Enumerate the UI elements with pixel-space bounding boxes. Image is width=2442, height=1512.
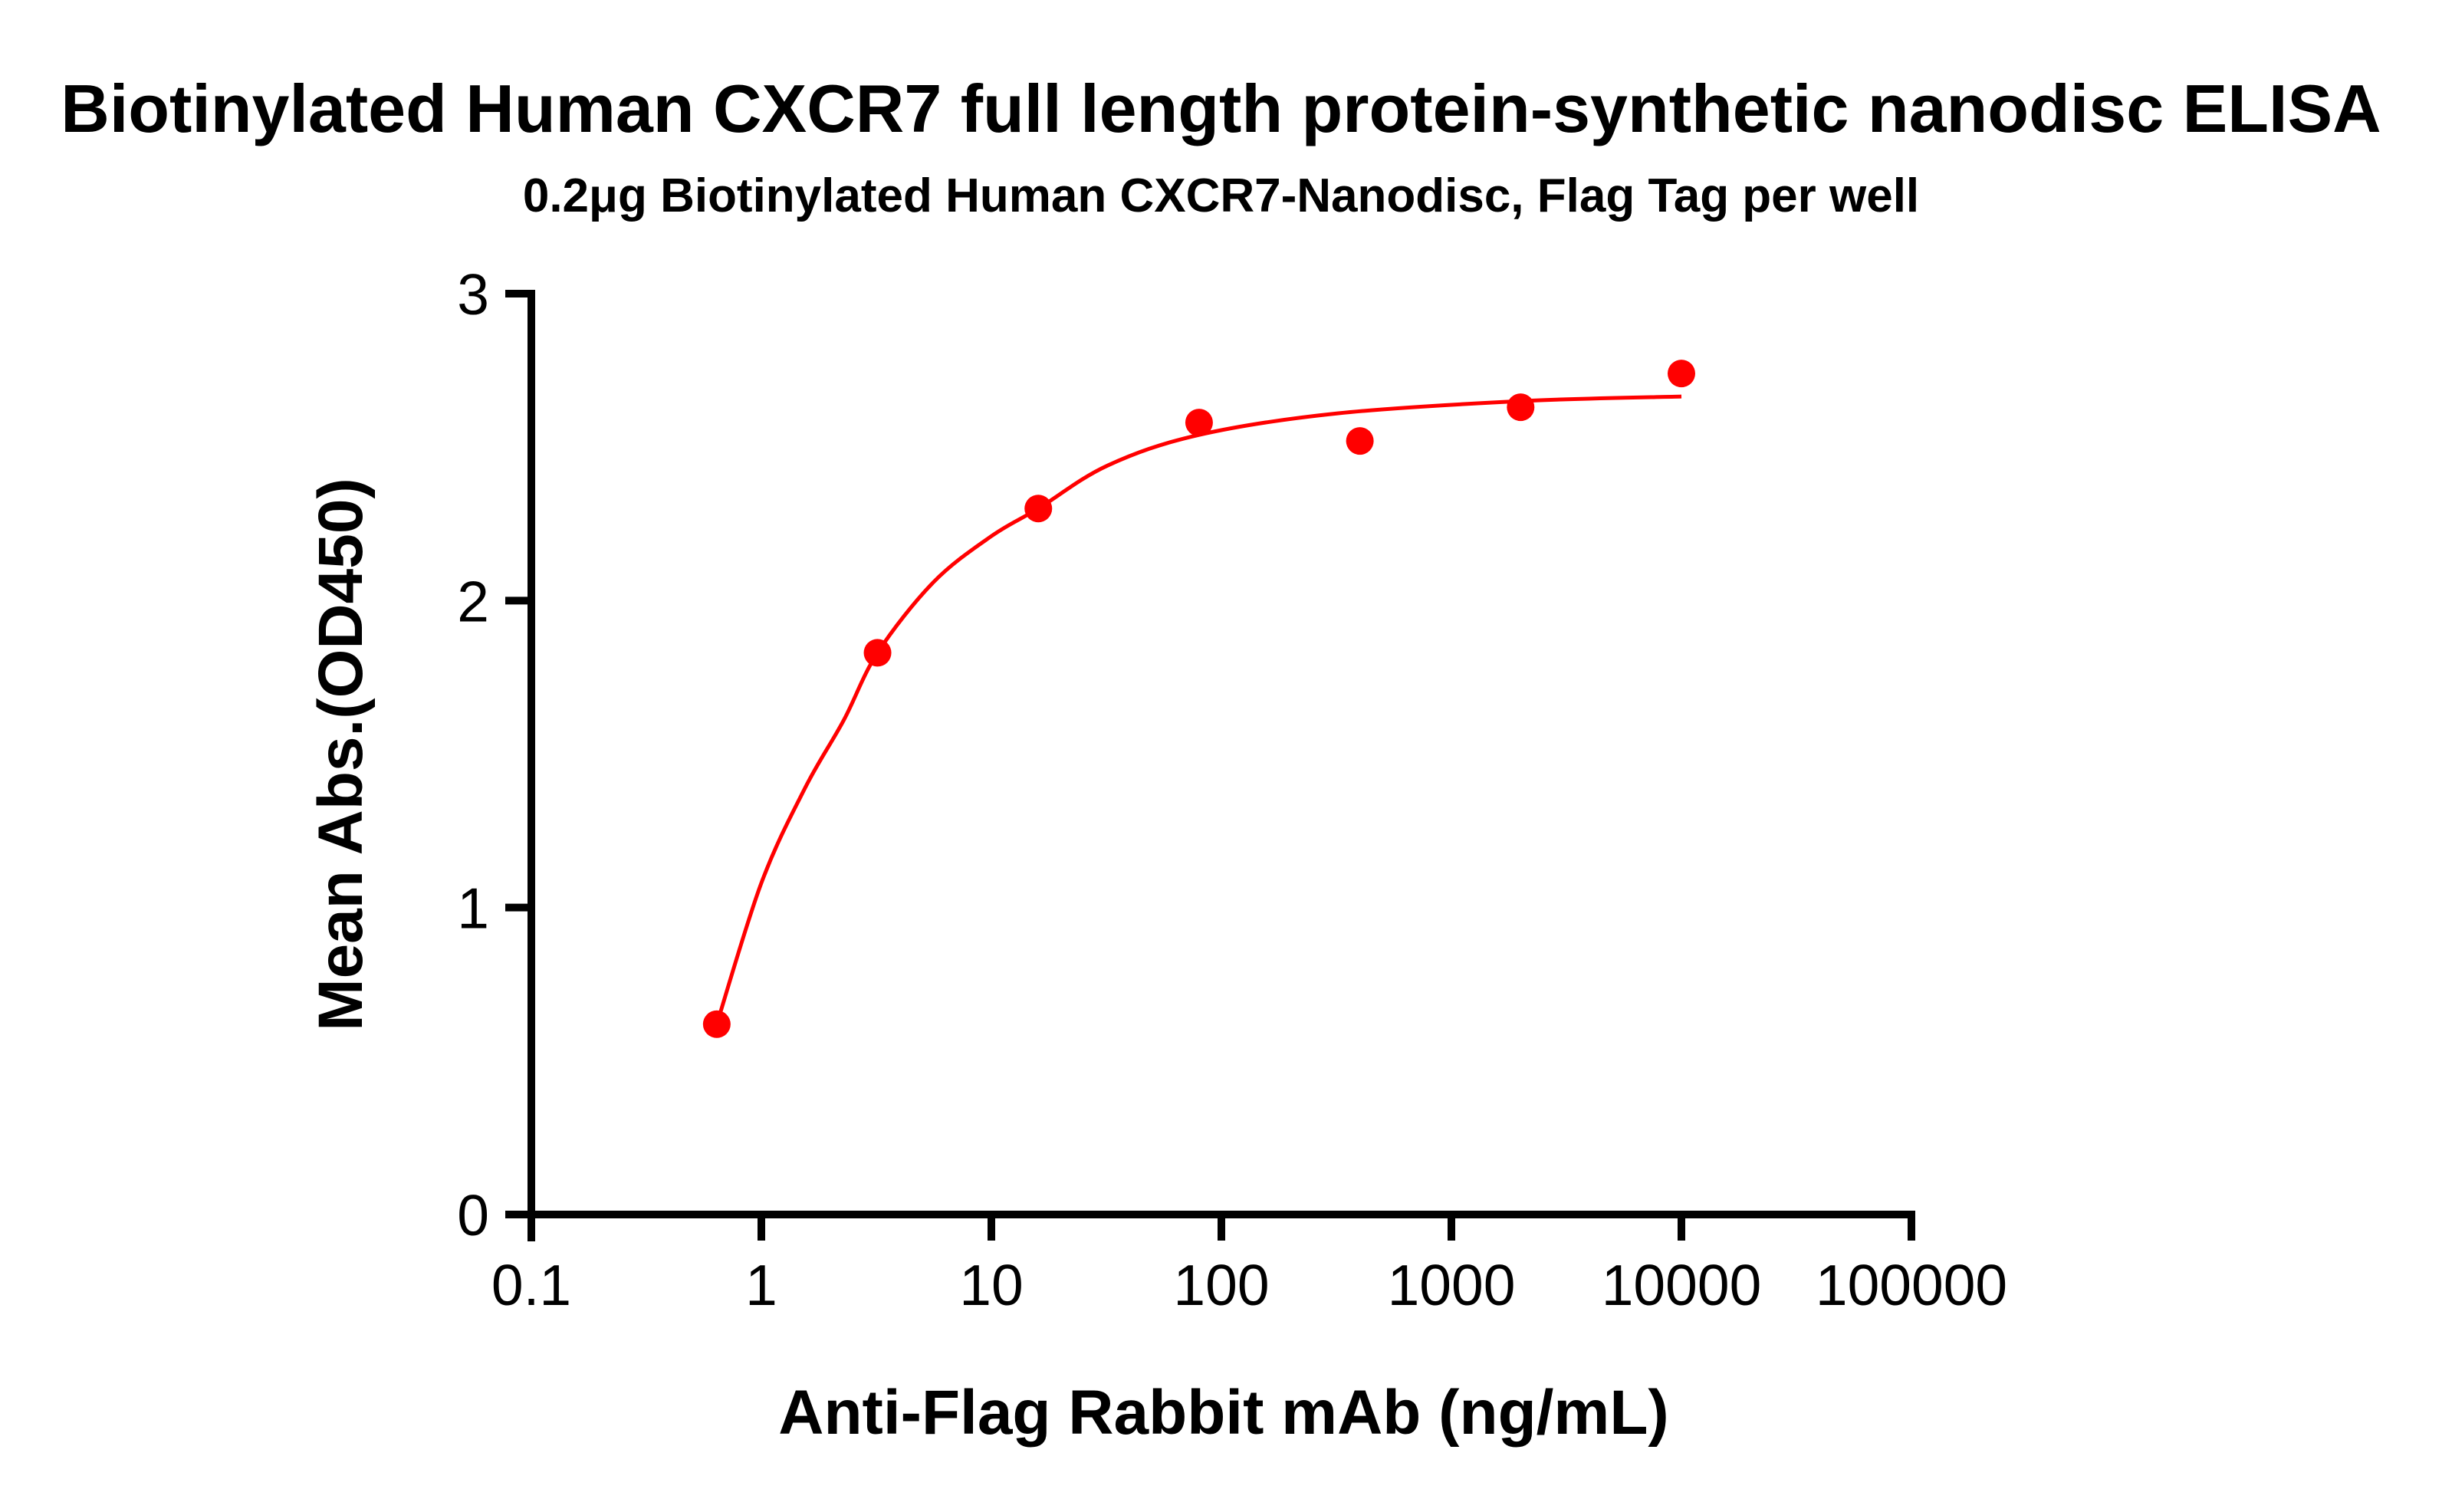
y-tick-label: 2	[457, 569, 489, 633]
data-point	[1507, 393, 1535, 422]
y-axis: 0 1 2 3	[457, 262, 535, 1247]
data-point	[1185, 409, 1213, 437]
x-axis: 0.1 1 10 100 1000 10000 100000	[491, 1211, 2007, 1317]
data-points	[702, 360, 1695, 1038]
x-tick-label: 10	[959, 1253, 1023, 1317]
x-tick-label: 100	[1173, 1253, 1269, 1317]
y-axis-title: Mean Abs.(OD450)	[306, 478, 376, 1030]
x-tick-label: 10000	[1602, 1253, 1762, 1317]
y-tick-label: 0	[457, 1183, 489, 1247]
x-tick-label: 0.1	[491, 1253, 571, 1317]
x-tick-label: 1	[745, 1253, 777, 1317]
data-point	[1668, 360, 1695, 388]
y-tick-label: 1	[457, 876, 489, 941]
fit-curve	[715, 394, 1682, 1025]
y-tick-label: 3	[457, 262, 489, 327]
x-axis-title: Anti-Flag Rabbit mAb (ng/mL)	[778, 1378, 1669, 1448]
chart-title: Biotinylated Human CXCR7 full length pro…	[61, 71, 2381, 146]
x-tick-label: 1000	[1388, 1253, 1516, 1317]
x-tick-label: 100000	[1816, 1253, 2007, 1317]
data-point	[863, 639, 892, 667]
chart-subtitle: 0.2μg Biotinylated Human CXCR7-Nanodisc,…	[522, 169, 1920, 222]
data-point	[1024, 495, 1053, 523]
data-point	[702, 1010, 731, 1038]
data-point	[1346, 427, 1374, 455]
fit-curve-path	[715, 394, 1682, 1025]
